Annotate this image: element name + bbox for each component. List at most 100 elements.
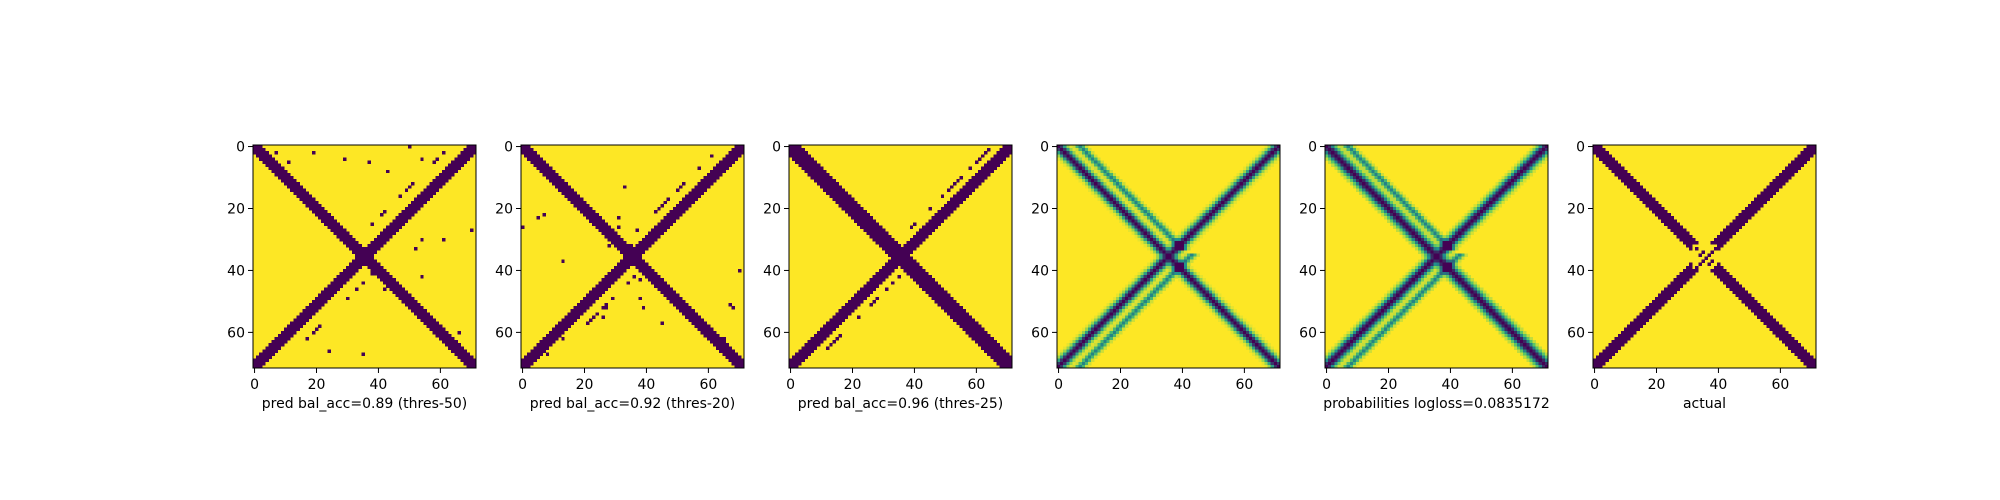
heatmap-cell <box>589 210 593 214</box>
heatmap-cell <box>414 203 418 208</box>
heatmap-cell <box>1405 206 1409 211</box>
heatmap-cell <box>878 225 883 229</box>
heatmap-cell <box>1374 182 1379 186</box>
heatmap-cell <box>657 206 661 211</box>
heatmap-cell <box>1402 290 1406 295</box>
heatmap-cell <box>1399 206 1403 211</box>
heatmap-cell <box>1270 154 1275 158</box>
heatmap-cell <box>259 361 263 366</box>
heatmap-cell <box>682 302 686 307</box>
heatmap-cell <box>1075 361 1080 366</box>
heatmap-cell <box>1355 151 1360 155</box>
heatmap-cell <box>888 265 892 270</box>
heatmap-cell <box>1221 194 1225 199</box>
heatmap-cell <box>327 225 331 229</box>
heatmap-cell <box>1242 172 1247 177</box>
heatmap-cell <box>959 188 963 192</box>
heatmap-cell <box>1380 213 1385 217</box>
heatmap-cell <box>1190 256 1194 260</box>
heatmap-cell <box>993 340 997 344</box>
heatmap-cell <box>333 231 337 236</box>
heatmap-cell <box>358 259 362 264</box>
heatmap-cell <box>801 166 805 171</box>
heatmap-cell <box>1249 166 1253 171</box>
heatmap-cell <box>1374 200 1379 205</box>
heatmap-cell <box>1424 237 1428 242</box>
heatmap-cell <box>321 210 325 214</box>
heatmap-cell <box>1467 213 1471 217</box>
heatmap-cell <box>1168 228 1172 233</box>
heatmap-cell <box>912 222 917 226</box>
heatmap-cell <box>395 216 399 220</box>
heatmap-cell <box>1002 355 1007 360</box>
heatmap-cell <box>410 306 415 310</box>
heatmap-cell <box>1118 203 1123 208</box>
heatmap-cell <box>410 206 415 211</box>
heatmap-cell <box>706 327 711 332</box>
heatmap-cell <box>1461 284 1465 288</box>
heatmap-cell <box>404 299 409 304</box>
heatmap-cell <box>1162 247 1166 251</box>
heatmap-cell <box>1075 346 1080 350</box>
heatmap-cell <box>962 194 966 199</box>
heatmap-cell <box>1137 234 1141 239</box>
heatmap-cell <box>1091 333 1095 338</box>
heatmap-cell <box>1334 160 1338 164</box>
heatmap-cell <box>1476 225 1481 229</box>
heatmap-cell <box>595 290 599 295</box>
heatmap-cell <box>1334 154 1338 158</box>
heatmap-cell <box>810 346 815 350</box>
heatmap-cell <box>1153 228 1157 233</box>
heatmap-cell <box>620 241 624 245</box>
heatmap-cell <box>1386 299 1391 304</box>
heatmap-cell <box>663 225 667 229</box>
heatmap-cell <box>589 216 593 220</box>
heatmap-cell <box>1264 352 1268 356</box>
heatmap-cell <box>1057 154 1061 158</box>
heatmap-cell <box>370 265 375 270</box>
heatmap-cell <box>1396 203 1400 208</box>
heatmap-cell <box>737 151 742 155</box>
heatmap-cell <box>1258 172 1262 177</box>
heatmap-cell <box>290 175 294 180</box>
heatmap-cell <box>1414 234 1419 239</box>
heatmap-cell <box>457 346 461 350</box>
heatmap-cell <box>835 194 839 199</box>
heatmap-cell <box>1467 231 1471 236</box>
heatmap-cell <box>358 262 362 267</box>
heatmap-cell <box>367 250 372 254</box>
heatmap-cell <box>1100 340 1104 344</box>
heatmap-cell <box>804 166 808 171</box>
heatmap-cell <box>607 271 612 276</box>
heatmap-cell <box>536 346 540 350</box>
heatmap-cell <box>573 312 578 316</box>
heatmap-cell <box>268 349 272 353</box>
heatmap-cell <box>1461 290 1465 295</box>
heatmap-cell <box>1183 278 1188 282</box>
heatmap-cell <box>838 312 843 316</box>
heatmap-cell <box>1544 154 1549 158</box>
heatmap-cell <box>336 234 341 239</box>
heatmap-cell <box>1255 154 1259 158</box>
heatmap-cell <box>685 315 689 319</box>
heatmap-cell <box>1211 290 1216 295</box>
heatmap-cell <box>601 287 605 291</box>
heatmap-cell <box>1218 299 1222 304</box>
heatmap-cell <box>1451 256 1456 260</box>
heatmap-cell <box>1236 185 1241 189</box>
heatmap-cell <box>1193 225 1197 229</box>
heatmap-cell <box>965 330 969 335</box>
heatmap-cell <box>1399 228 1403 233</box>
heatmap-cell <box>1149 219 1154 223</box>
heatmap-cell <box>804 154 808 158</box>
heatmap-cell <box>1115 175 1120 180</box>
heatmap-cell <box>996 343 1000 347</box>
heatmap-cell <box>1066 364 1070 369</box>
heatmap-cell <box>432 160 437 164</box>
heatmap-cell <box>1143 244 1148 248</box>
heatmap-cell <box>1183 256 1188 260</box>
heatmap-cell <box>1538 157 1543 161</box>
heatmap-cell <box>832 188 836 192</box>
heatmap-cell <box>1060 151 1064 155</box>
heatmap-cell <box>1149 228 1154 233</box>
